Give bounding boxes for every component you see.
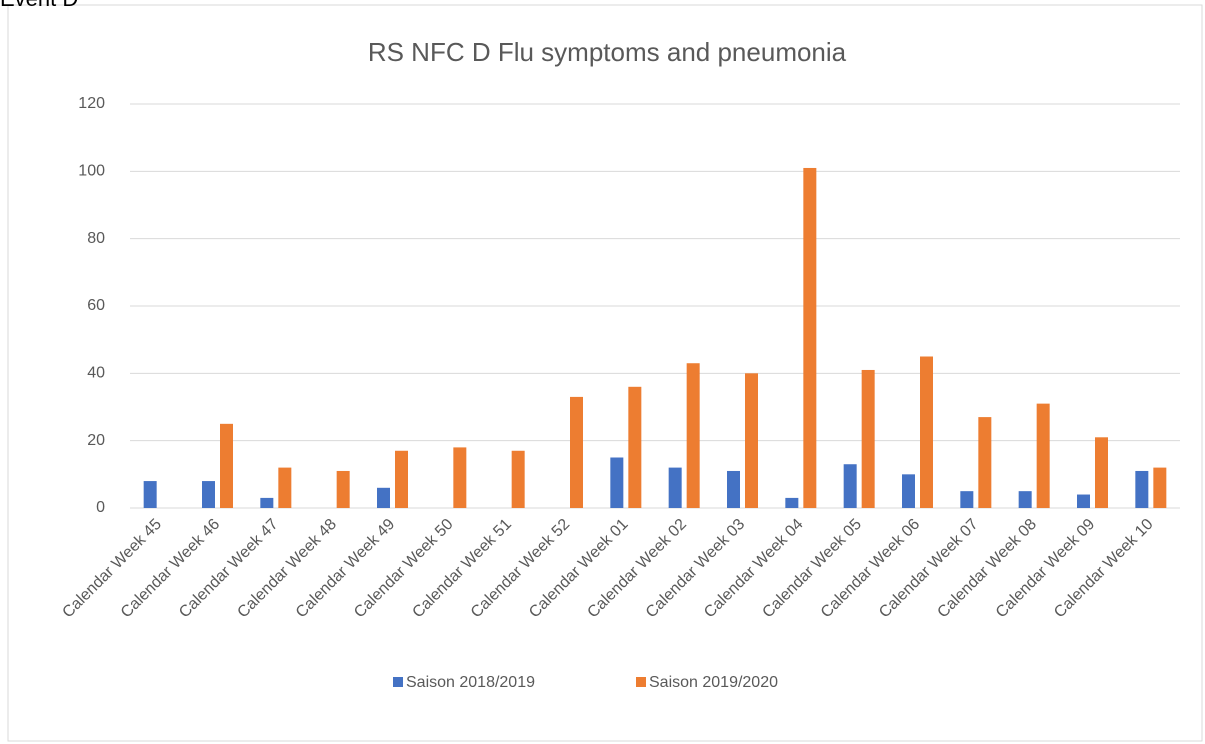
y-tick-label: 60 [87,297,105,314]
bar [1018,491,1032,508]
bar [610,457,624,508]
bar [960,491,974,508]
bar [336,470,350,508]
bar [260,497,274,508]
bar [278,467,292,508]
bar [1135,470,1149,508]
y-tick-label: 20 [87,432,105,449]
bar [1153,467,1167,508]
bar [785,497,799,508]
bar [395,450,408,508]
bar [978,417,992,508]
legend-label: Saison 2019/2020 [649,674,778,691]
y-tick-label: 40 [87,365,105,382]
y-tick-label: 80 [87,230,105,247]
bar [902,474,915,508]
bar [727,470,740,508]
bar [843,464,857,508]
bar [1077,494,1090,508]
bar [803,167,817,508]
bar [745,373,758,508]
y-tick-label: 0 [96,499,105,516]
bar [861,369,875,508]
bar [143,481,157,508]
bar [686,363,700,508]
bar [668,467,682,508]
bar [1036,403,1050,508]
bar [202,481,215,508]
bar [1095,437,1108,508]
y-tick-label: 120 [78,95,105,112]
chart-title: RS NFC D Flu symptoms and pneumonia [368,37,847,67]
bar [628,386,642,508]
legend-swatch [636,677,646,687]
legend-label: Saison 2018/2019 [406,674,535,691]
caption: Event D [0,0,78,11]
bar [453,447,467,508]
bar [220,423,233,508]
bar [377,487,390,508]
bar [570,396,583,508]
legend-swatch [393,677,403,687]
bar [920,356,933,508]
y-tick-label: 100 [78,163,105,180]
bar [511,450,525,508]
